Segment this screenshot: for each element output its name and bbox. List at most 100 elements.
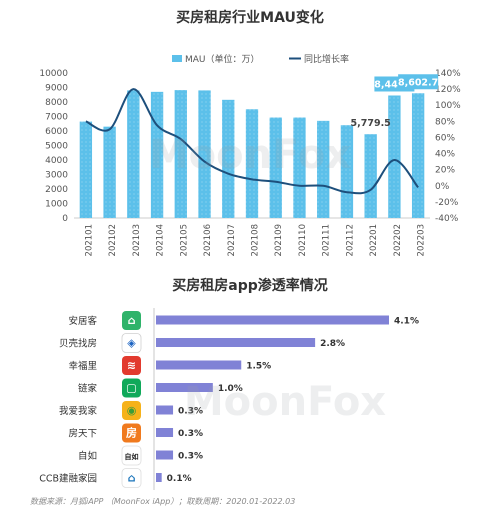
penetration-bar bbox=[156, 450, 174, 460]
penetration-rows: 安居客 ⌂ 4.1% 贝壳找房 ◈ 2.8% 幸福里 ≋ 1.5% 链家 ▢ 1.0% 我爱我家 ◉ 0.3… bbox=[39, 311, 419, 488]
penetration-row: 幸福里 ≋ 1.5% bbox=[68, 356, 271, 375]
penetration-row: 我爱我家 ◉ 0.3% bbox=[59, 401, 203, 420]
right-tick-label: 120% bbox=[435, 85, 461, 95]
svg-text:▢: ▢ bbox=[126, 382, 136, 395]
penetration-row: 房天下 房 0.3% bbox=[68, 423, 203, 443]
left-tick-label: 10000 bbox=[39, 69, 68, 79]
mau-bar bbox=[293, 117, 306, 218]
xingfuli-app-icon: ≋ bbox=[122, 356, 141, 375]
right-tick-label: -20% bbox=[435, 198, 459, 208]
penetration-bar bbox=[156, 473, 162, 482]
svg-text:◉: ◉ bbox=[127, 404, 137, 417]
mau-bar bbox=[245, 109, 259, 218]
mau-bar bbox=[79, 121, 93, 218]
x-tick-label: 202106 bbox=[203, 224, 213, 256]
svg-text:≋: ≋ bbox=[127, 359, 136, 372]
x-tick-label: 202104 bbox=[156, 224, 166, 256]
penetration-value-label: 4.1% bbox=[394, 317, 419, 327]
left-tick-label: 0 bbox=[62, 214, 68, 224]
penetration-bar bbox=[156, 428, 174, 437]
penetration-value-label: 1.5% bbox=[246, 362, 271, 372]
mau-bar bbox=[411, 93, 425, 218]
mau-data-label: 8,602.7 bbox=[398, 77, 438, 88]
data-label-box bbox=[398, 74, 439, 90]
mau-bar bbox=[364, 134, 377, 218]
app-name-label: 房天下 bbox=[68, 428, 97, 440]
growth-rate-line bbox=[85, 88, 419, 195]
penetration-bar bbox=[156, 383, 213, 392]
penetration-value-label: 0.1% bbox=[167, 474, 192, 484]
mau-bar bbox=[340, 125, 354, 218]
mau-bar bbox=[150, 91, 164, 218]
lianjia-app-icon: ▢ bbox=[122, 378, 141, 398]
mau-chart: 买房租房行业MAU变化 MAU（单位：万） 同比增长率 0 1000 2000 300… bbox=[39, 9, 461, 256]
x-tick-label: 202201 bbox=[369, 224, 379, 256]
app-name-label: 自如 bbox=[78, 450, 97, 462]
anjuke-app-icon: ⌂ bbox=[122, 311, 141, 330]
right-tick-label: 140% bbox=[435, 69, 461, 79]
app-name-label: 链家 bbox=[78, 383, 98, 395]
penetration-value-label: 2.8% bbox=[320, 339, 345, 349]
x-tick-label: 202109 bbox=[274, 224, 284, 256]
fang-app-icon: 房 bbox=[122, 423, 141, 443]
x-tick-label: 202108 bbox=[251, 224, 261, 256]
data-source-footnote: 数据来源：月狐iAPP （MoonFox iApp）；取数周期：2020.01-… bbox=[30, 497, 296, 506]
svg-text:房: 房 bbox=[126, 426, 137, 440]
left-tick-label: 7000 bbox=[45, 113, 68, 123]
svg-text:◈: ◈ bbox=[127, 337, 136, 350]
penetration-chart: 买房租房app渗透率情况 安居客 ⌂ 4.1%贝壳找房 ◈ 2.8%幸福里 ≋ 1.5%链家… bbox=[39, 277, 419, 490]
penetration-bar bbox=[156, 360, 242, 370]
mau-bar bbox=[317, 120, 330, 218]
ziroom-app-icon: 自如 bbox=[121, 445, 142, 466]
x-axis-ticks: 202101 202102 202103 202104 202105 202106 2021… bbox=[84, 224, 426, 256]
penetration-row: 自如 自如 0.3% bbox=[78, 445, 203, 466]
left-tick-label: 1000 bbox=[45, 200, 68, 210]
penetration-bar bbox=[156, 338, 316, 347]
mau-bar bbox=[388, 95, 401, 218]
x-tick-label: 202110 bbox=[298, 224, 308, 256]
mau-bar bbox=[127, 90, 140, 218]
left-tick-label: 3000 bbox=[45, 171, 68, 181]
penetration-value-label: 0.3% bbox=[178, 407, 203, 417]
moonfox-watermark: MoonFox bbox=[149, 132, 351, 178]
left-axis-ticks: 0 1000 2000 3000 4000 5000 6000 7000 8000 9000 100… bbox=[39, 69, 68, 224]
penetration-bar bbox=[156, 405, 174, 415]
mau-bar bbox=[174, 90, 187, 218]
mau-bar bbox=[103, 126, 116, 218]
right-tick-label: 100% bbox=[435, 101, 461, 111]
penetration-row: 贝壳找房 ◈ 2.8% bbox=[59, 333, 345, 353]
x-tick-label: 202112 bbox=[345, 224, 355, 256]
legend-bar-swatch bbox=[172, 55, 182, 62]
app-name-label: CCB建融家园 bbox=[39, 473, 97, 485]
x-tick-label: 202105 bbox=[179, 224, 189, 256]
x-tick-label: 202111 bbox=[322, 224, 332, 256]
legend-line-label: 同比增长率 bbox=[304, 53, 349, 65]
right-tick-label: 60% bbox=[435, 133, 455, 143]
mau-bar bbox=[198, 90, 211, 218]
mau-data-label: 5,779.5 bbox=[351, 118, 391, 129]
penetration-value-label: 0.3% bbox=[178, 452, 203, 462]
left-tick-label: 4000 bbox=[45, 156, 68, 166]
mau-data-label: 8,449.1 bbox=[374, 79, 414, 90]
left-tick-label: 9000 bbox=[45, 84, 68, 94]
x-tick-label: 202103 bbox=[132, 224, 142, 256]
right-axis-ticks: -40% -20% 0% 20% 40% 60% 80% 100% 120% 140% bbox=[435, 69, 461, 224]
svg-text:⌂: ⌂ bbox=[128, 314, 136, 327]
right-tick-label: 20% bbox=[435, 166, 455, 176]
ccb-app-icon: ⌂ bbox=[121, 468, 142, 488]
right-tick-label: 40% bbox=[435, 150, 455, 160]
x-tick-label: 202203 bbox=[417, 224, 427, 256]
mau-chart-title: 买房租房行业MAU变化 bbox=[176, 9, 324, 26]
mau-legend: MAU（单位：万） 同比增长率 bbox=[172, 53, 349, 65]
mau-bar bbox=[222, 99, 235, 218]
penetration-row: CCB建融家园 ⌂ 0.1% bbox=[39, 468, 192, 488]
left-tick-label: 5000 bbox=[45, 142, 68, 152]
left-tick-label: 2000 bbox=[45, 185, 68, 195]
legend-bar-label: MAU（单位：万） bbox=[185, 53, 260, 65]
penetration-value-label: 1.0% bbox=[218, 384, 243, 394]
right-tick-label: 80% bbox=[435, 117, 455, 127]
right-tick-label: 0% bbox=[435, 182, 450, 192]
svg-text:自如: 自如 bbox=[125, 452, 139, 461]
5i5j-app-icon: ◉ bbox=[122, 401, 141, 420]
